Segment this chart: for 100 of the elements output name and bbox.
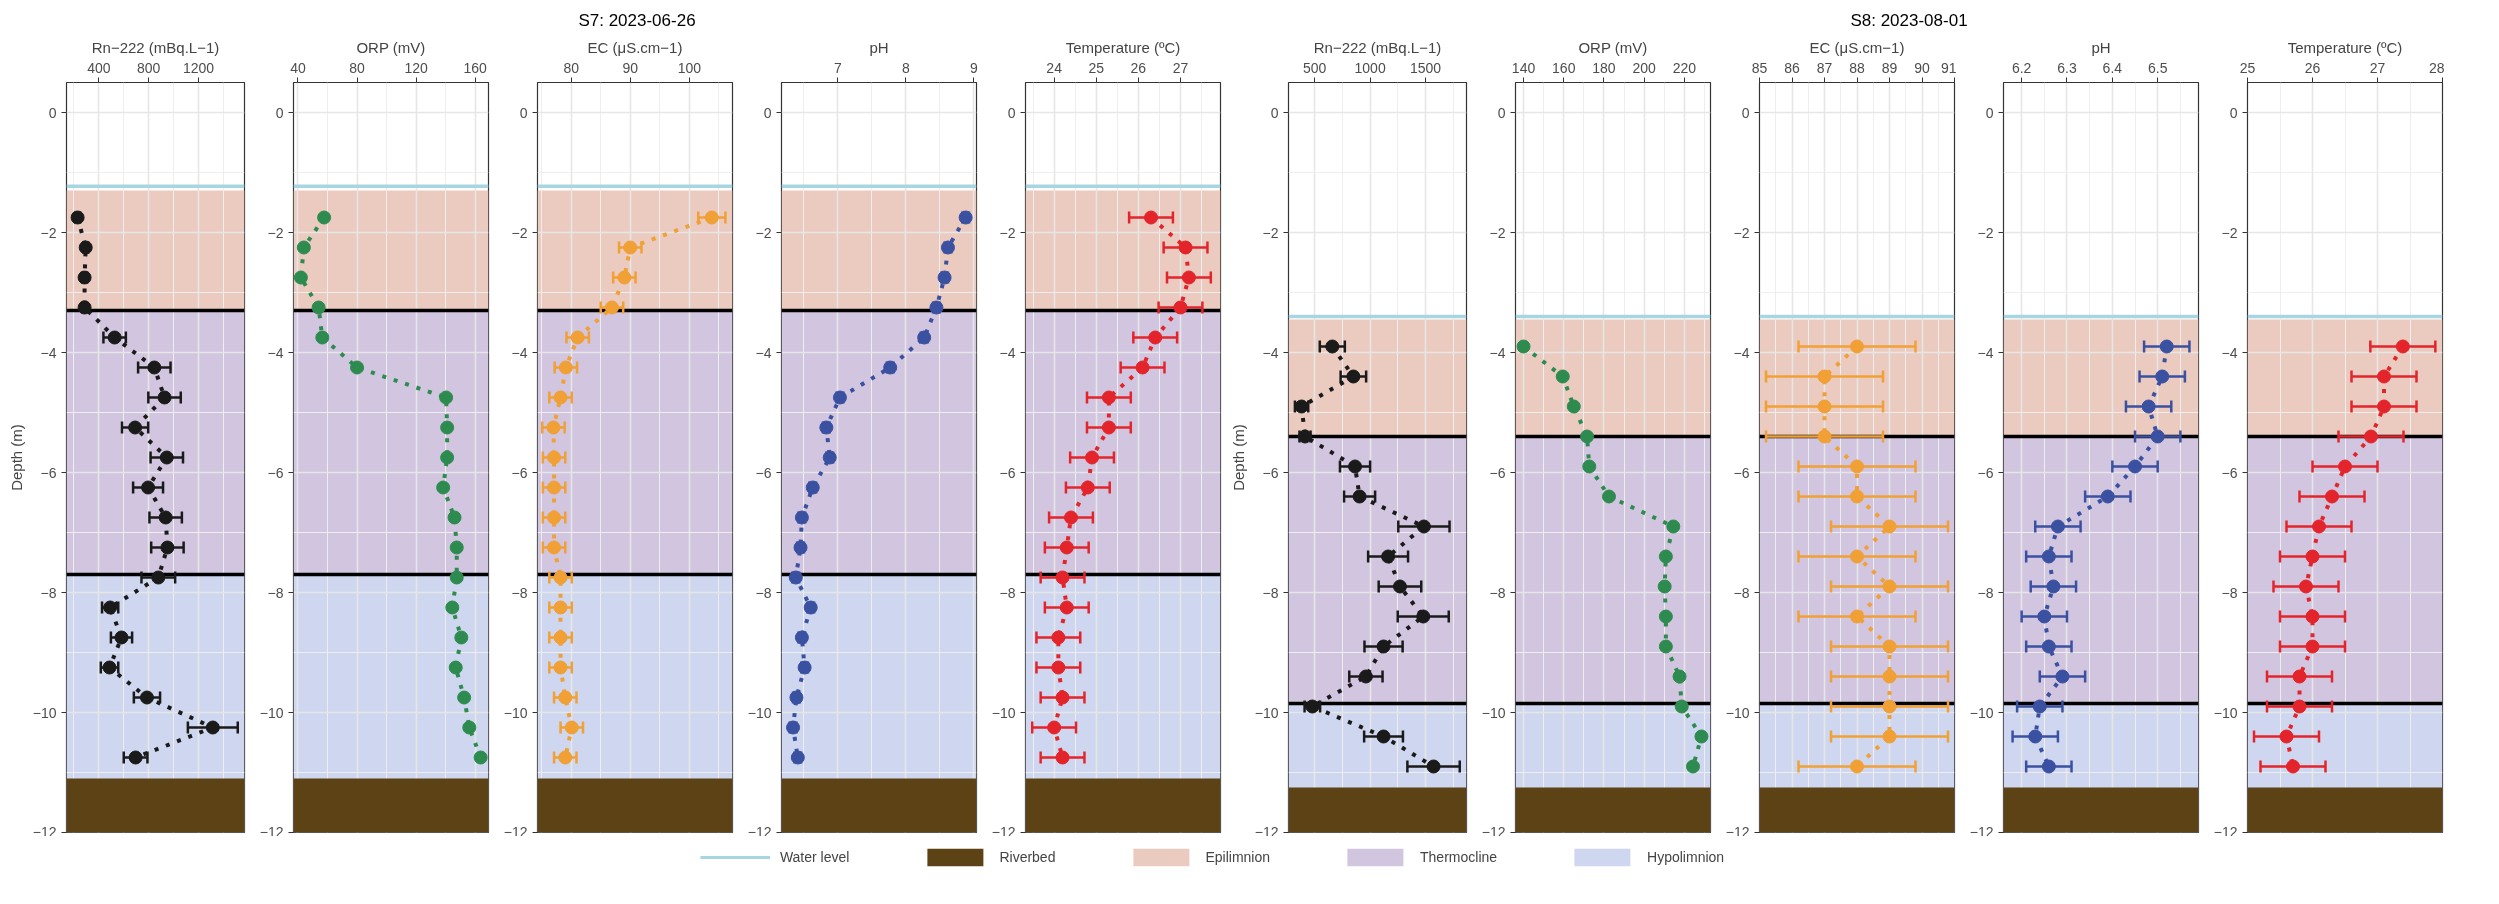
y-tick-label: −6 — [1262, 464, 1279, 481]
y-tick-label: −8 — [511, 584, 528, 601]
legend-label: Thermocline — [1420, 849, 1498, 865]
x-tick-label: 6.3 — [2057, 59, 2077, 76]
y-tick-label: −12 — [259, 823, 284, 840]
x-axis-title: pH — [2091, 38, 2111, 56]
y-tick-label: −10 — [1969, 704, 1994, 721]
y-tick-label: −6 — [1977, 464, 1994, 481]
x-tick-label: 26 — [2304, 59, 2321, 76]
x-tick-label: 25 — [2239, 59, 2256, 76]
y-tick-label: −2 — [40, 224, 57, 241]
x-tick-label: 25 — [1088, 59, 1105, 76]
y-tick-label: 0 — [1741, 104, 1750, 121]
legend-label: Riverbed — [999, 849, 1056, 865]
y-tick-label: −8 — [999, 584, 1016, 601]
y-tick-label: −8 — [2221, 584, 2238, 601]
chart-title: S7: 2023-06-26 — [578, 10, 696, 32]
x-tick-label: 140 — [1511, 59, 1536, 76]
x-tick-label: 9 — [969, 59, 978, 76]
y-tick-label: −4 — [1262, 344, 1279, 361]
y-tick-label: −2 — [1733, 224, 1750, 241]
y-tick-label: −8 — [1489, 584, 1506, 601]
y-tick-label: −10 — [1254, 704, 1279, 721]
y-tick-label: −6 — [1733, 464, 1750, 481]
x-tick-label: 27 — [2369, 59, 2386, 76]
x-tick-label: 85 — [1751, 59, 1768, 76]
y-tick-label: 0 — [48, 104, 57, 121]
x-tick-label: 220 — [1672, 59, 1697, 76]
y-tick-label: 0 — [275, 104, 284, 121]
y-axis-title: Depth (m) — [1229, 424, 1247, 491]
legend-label: Epilimnion — [1205, 849, 1271, 865]
y-tick-label: −2 — [2221, 224, 2238, 241]
y-tick-label: −12 — [1254, 823, 1279, 840]
x-tick-label: 160 — [1552, 59, 1576, 76]
x-tick-label: 800 — [137, 59, 161, 76]
y-tick-label: −2 — [999, 224, 1016, 241]
x-tick-label: 7 — [834, 59, 842, 76]
y-tick-label: −2 — [1262, 224, 1279, 241]
y-tick-label: −12 — [503, 823, 528, 840]
y-tick-label: 0 — [763, 104, 772, 121]
y-tick-label: −10 — [2213, 704, 2238, 721]
legend-label: Water level — [779, 849, 850, 865]
x-tick-label: 1500 — [1410, 59, 1442, 76]
y-tick-label: −10 — [1725, 704, 1750, 721]
x-tick-label: 28 — [2428, 59, 2445, 76]
legend-label: Hypolimnion — [1647, 849, 1725, 865]
x-tick-label: 91 — [1940, 59, 1957, 76]
x-tick-label: 6.2 — [2011, 59, 2032, 76]
x-tick-label: 6.4 — [2102, 59, 2123, 76]
y-tick-label: −4 — [40, 344, 57, 361]
y-tick-label: −10 — [747, 704, 772, 721]
y-tick-label: −6 — [40, 464, 57, 481]
y-tick-label: −6 — [2221, 464, 2238, 481]
y-tick-label: −6 — [267, 464, 284, 481]
x-tick-label: 80 — [563, 59, 580, 76]
x-axis-title: Rn−222 (mBq.L−1) — [1313, 38, 1442, 56]
y-tick-label: −4 — [755, 344, 772, 361]
x-tick-label: 26 — [1130, 59, 1147, 76]
x-axis-title: EC (μS.cm−1) — [1809, 38, 1905, 56]
x-tick-label: 40 — [290, 59, 306, 76]
x-tick-label: 27 — [1172, 59, 1189, 76]
chart-title: S8: 2023-08-01 — [1850, 10, 1968, 32]
y-tick-label: −12 — [32, 823, 57, 840]
y-tick-label: −4 — [999, 344, 1016, 361]
y-tick-label: −8 — [1977, 584, 1994, 601]
x-axis-title: pH — [869, 38, 889, 56]
y-tick-label: −4 — [267, 344, 284, 361]
y-tick-label: −8 — [40, 584, 57, 601]
x-tick-label: 24 — [1046, 59, 1063, 76]
y-tick-label: −4 — [511, 344, 528, 361]
x-axis-title: Rn−222 (mBq.L−1) — [91, 38, 220, 56]
y-tick-label: −10 — [991, 704, 1016, 721]
x-tick-label: 1000 — [1354, 59, 1386, 76]
y-tick-label: −10 — [503, 704, 528, 721]
y-tick-label: −2 — [511, 224, 528, 241]
y-tick-label: −10 — [32, 704, 57, 721]
x-tick-label: 400 — [87, 59, 111, 76]
y-tick-label: 0 — [1497, 104, 1506, 121]
x-tick-label: 86 — [1784, 59, 1800, 76]
y-tick-label: 0 — [1985, 104, 1994, 121]
y-tick-label: −4 — [1733, 344, 1750, 361]
x-tick-label: 1200 — [183, 59, 215, 76]
y-tick-label: −4 — [1977, 344, 1994, 361]
y-tick-label: −4 — [1489, 344, 1506, 361]
y-tick-label: −4 — [2221, 344, 2238, 361]
y-tick-label: −8 — [755, 584, 772, 601]
y-tick-label: −8 — [1733, 584, 1750, 601]
x-tick-label: 180 — [1592, 59, 1616, 76]
y-tick-label: 0 — [1007, 104, 1016, 121]
x-axis-title: ORP (mV) — [1578, 38, 1648, 56]
y-tick-label: −2 — [1977, 224, 1994, 241]
x-tick-label: 90 — [1914, 59, 1930, 76]
x-tick-label: 89 — [1881, 59, 1898, 76]
y-tick-label: −2 — [1489, 224, 1506, 241]
x-tick-label: 88 — [1849, 59, 1865, 76]
y-tick-label: −2 — [755, 224, 772, 241]
x-tick-label: 6.5 — [2147, 59, 2168, 76]
y-tick-label: −12 — [991, 823, 1016, 840]
y-tick-label: −8 — [267, 584, 284, 601]
y-axis-title: Depth (m) — [7, 424, 25, 491]
